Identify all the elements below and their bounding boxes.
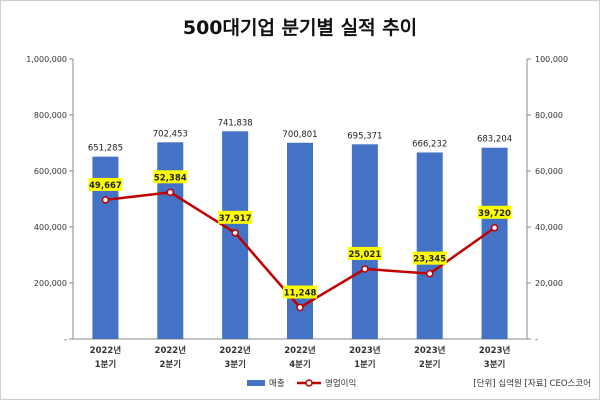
y-left-tick-label: 600,000 <box>34 167 67 176</box>
x-tick-label-quarter: 4분기 <box>289 359 311 370</box>
y-right-tick-label: 60,000 <box>535 167 563 176</box>
bar-value-label: 683,204 <box>477 135 512 145</box>
bar-value-label: 666,232 <box>412 139 447 149</box>
x-tick-label-year: 2022년 <box>284 345 316 356</box>
x-tick-label-year: 2022년 <box>155 345 187 356</box>
y-left-tick-label: 1,000,000 <box>26 55 67 64</box>
line-value-label: 11,248 <box>284 289 317 299</box>
chart-title: 500대기업 분기별 실적 추이 <box>182 17 418 39</box>
line-label-bg <box>283 285 317 299</box>
line-label-bg <box>347 246 382 260</box>
y-right-tick-label: 80,000 <box>535 111 563 120</box>
x-tick-label-year: 2023년 <box>414 345 446 356</box>
bar <box>351 144 378 339</box>
line-point <box>296 303 304 312</box>
line-label-bg <box>412 251 447 265</box>
line-value-label: 25,021 <box>348 250 381 260</box>
legend-bar-label: 매출 <box>269 378 285 389</box>
x-tick-label-quarter: 3분기 <box>484 359 506 370</box>
line-value-label: 37,917 <box>219 214 252 224</box>
legend-line-label: 영업이익 <box>325 378 356 389</box>
y-right-tick-label: 20,000 <box>535 279 563 288</box>
y-left-tick-label: 400,000 <box>34 223 67 232</box>
y-right-tick-label: 40,000 <box>535 223 563 232</box>
x-tick-label-year: 2022년 <box>219 345 251 356</box>
y-right-tick-label: - <box>535 335 538 344</box>
y-left-tick-label: 200,000 <box>34 279 67 288</box>
bar <box>416 152 443 339</box>
y-right-tick-label: 100,000 <box>535 55 568 64</box>
x-tick-label-quarter: 2분기 <box>419 359 441 370</box>
legend-bar-swatch <box>247 380 265 386</box>
x-tick-label-quarter: 3분기 <box>224 359 246 370</box>
x-tick-label-year: 2023년 <box>349 345 381 356</box>
bar-value-label: 741,838 <box>218 118 253 128</box>
line-point <box>425 269 434 278</box>
x-tick-label-quarter: 2분기 <box>160 359 182 370</box>
line-point <box>490 224 499 232</box>
line-point <box>166 188 175 197</box>
line-value-label: 23,345 <box>413 255 446 265</box>
bar-value-label: 702,453 <box>153 129 188 139</box>
x-tick-label-year: 2023년 <box>479 345 511 356</box>
bar <box>481 147 508 339</box>
line-label-bg <box>218 210 253 224</box>
line-value-label: 39,720 <box>478 209 511 219</box>
line-point <box>101 196 110 204</box>
bar-value-label: 700,801 <box>282 130 317 140</box>
bar-value-label: 695,371 <box>347 131 382 141</box>
y-left-tick-label: - <box>64 335 67 344</box>
line-value-label: 52,384 <box>154 173 187 183</box>
legend-line-marker <box>305 379 313 387</box>
line-label-bg <box>88 177 123 191</box>
line-label-bg <box>153 170 188 184</box>
line-value-label: 49,667 <box>89 181 122 191</box>
line-point <box>231 229 239 237</box>
x-tick-label-year: 2022년 <box>90 345 122 356</box>
y-left-tick-label: 800,000 <box>34 111 67 120</box>
line-point <box>361 265 369 273</box>
source-note: [단위] 십억원 [자료] CEO스코어 <box>473 378 591 389</box>
x-tick-label-quarter: 1분기 <box>95 359 117 370</box>
line-label-bg <box>477 205 512 219</box>
x-tick-label-quarter: 1분기 <box>354 359 376 370</box>
bar-value-label: 651,285 <box>88 144 123 154</box>
